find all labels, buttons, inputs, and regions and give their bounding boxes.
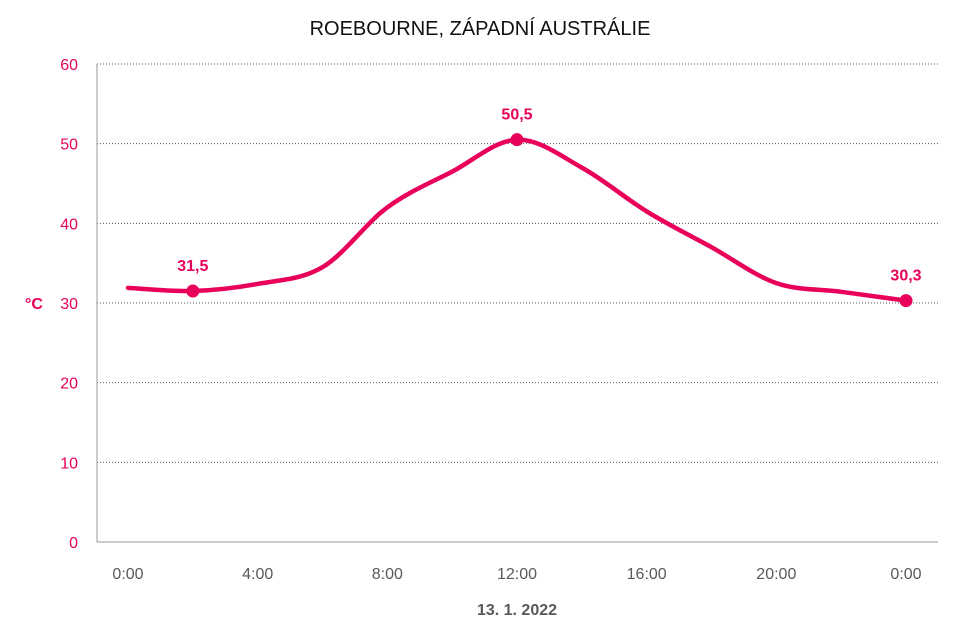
- x-tick-label: 8:00: [372, 566, 403, 583]
- x-tick-label: 20:00: [756, 566, 796, 583]
- x-tick-label: 16:00: [627, 566, 667, 583]
- x-tick-label: 0:00: [890, 566, 921, 583]
- y-axis-label: °C: [25, 296, 43, 313]
- data-label: 30,3: [890, 268, 921, 285]
- y-tick-label: 50: [60, 137, 78, 154]
- y-tick-label: 10: [60, 455, 78, 472]
- x-axis-ticks: 0:00 4:00 8:00 12:00 16:00 20:00 0:00: [112, 566, 921, 583]
- chart-title: ROEBOURNE, ZÁPADNÍ AUSTRÁLIE: [310, 17, 651, 40]
- axes: [96, 64, 938, 543]
- x-axis-label: 13. 1. 2022: [477, 602, 557, 619]
- y-tick-label: 20: [60, 376, 78, 393]
- data-point: [899, 294, 913, 308]
- y-tick-label: 40: [60, 216, 78, 233]
- y-tick-label: 30: [60, 296, 78, 313]
- data-label: 50,5: [501, 107, 532, 124]
- y-tick-label: 60: [60, 57, 78, 74]
- y-tick-label: 0: [69, 535, 78, 552]
- data-point: [510, 133, 524, 147]
- data-markers: 31,5 50,5 30,3: [177, 107, 922, 308]
- data-label: 31,5: [177, 258, 208, 275]
- x-tick-label: 12:00: [497, 566, 537, 583]
- series: [125, 137, 909, 303]
- x-tick-label: 0:00: [112, 566, 143, 583]
- data-point: [186, 284, 200, 298]
- y-axis-ticks: 0 10 20 30 40 50 60: [60, 57, 78, 552]
- x-tick-label: 4:00: [242, 566, 273, 583]
- grid-lines: [97, 63, 938, 463]
- temperature-line: [125, 137, 909, 303]
